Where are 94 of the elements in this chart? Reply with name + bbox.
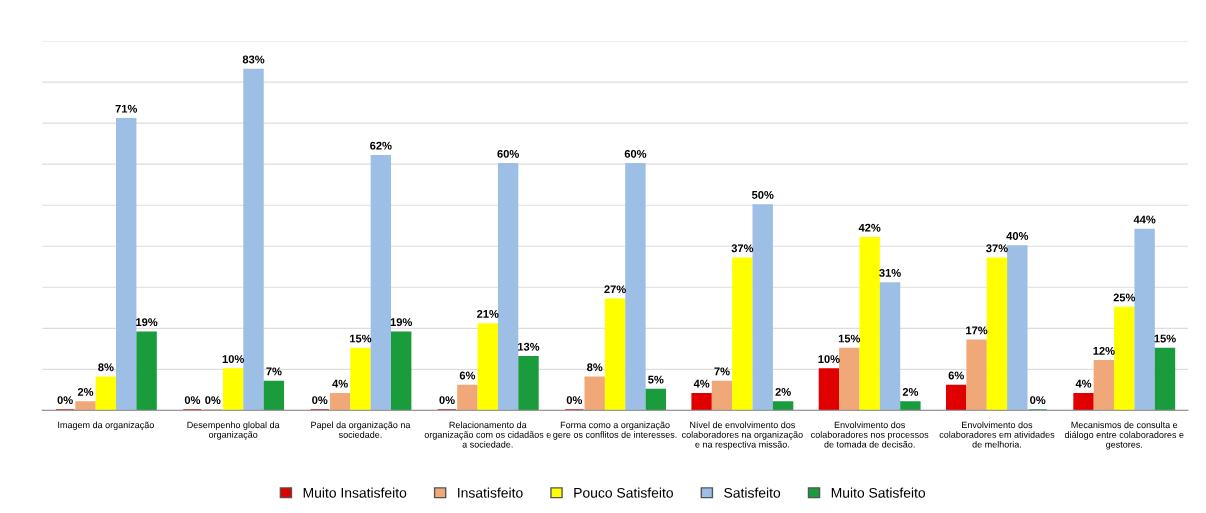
- data-label: 4%: [693, 379, 710, 388]
- data-label: 6%: [948, 371, 964, 380]
- data-label: 13%: [518, 342, 540, 351]
- legend-label: Insatisfeito: [458, 487, 523, 498]
- bar: [966, 339, 987, 411]
- data-label: 10%: [222, 355, 244, 363]
- data-label: 19%: [390, 318, 413, 327]
- bar: [390, 331, 412, 411]
- data-label: 2%: [77, 387, 94, 396]
- bar: [900, 401, 921, 411]
- x-tick-label: Papel da organização na sociedade.: [311, 421, 411, 438]
- data-label: 2%: [902, 387, 919, 396]
- data-label: 0%: [439, 396, 455, 405]
- data-label: 8%: [587, 363, 603, 372]
- data-label: 44%: [1133, 215, 1156, 224]
- data-label: 71%: [115, 104, 138, 113]
- bar: [75, 401, 96, 411]
- bar: [457, 384, 478, 411]
- x-tick-label: Mecanismos de consulta e diálogo entre colaboradores e gestores.: [1064, 421, 1184, 450]
- data-label: 7%: [714, 367, 730, 376]
- data-label: 27%: [604, 285, 626, 294]
- bar: [839, 347, 860, 411]
- bar: [116, 117, 137, 411]
- bar: [584, 376, 605, 411]
- bar: [1093, 360, 1115, 411]
- bar: [497, 163, 519, 411]
- data-label: 19%: [136, 318, 158, 327]
- bar: [752, 204, 773, 411]
- bar: [136, 331, 157, 411]
- data-label: 37%: [731, 244, 754, 253]
- bar: [604, 298, 626, 411]
- data-label: 37%: [986, 244, 1008, 253]
- data-label: 0%: [205, 396, 221, 405]
- bar: [263, 380, 285, 411]
- bar: [95, 376, 117, 411]
- bar: [946, 384, 967, 411]
- data-label: 83%: [242, 55, 265, 64]
- data-label: 8%: [98, 363, 114, 372]
- data-label: 21%: [477, 309, 499, 318]
- data-label: 60%: [624, 149, 647, 158]
- data-label: 40%: [1006, 232, 1029, 240]
- data-label: 0%: [566, 396, 583, 405]
- bar: [818, 368, 840, 411]
- x-tick-label: Imagem da organização: [58, 421, 154, 430]
- x-tick-label: Envolvimento dos colaboradores em atividades de melhoria.: [939, 421, 1055, 448]
- bar: [1073, 392, 1094, 411]
- bar: [691, 392, 712, 411]
- data-label: 42%: [858, 223, 881, 232]
- data-label: 2%: [775, 387, 791, 396]
- bar: [986, 257, 1008, 411]
- bar: [1134, 228, 1155, 411]
- bar: [645, 388, 666, 411]
- bar: [518, 356, 539, 411]
- data-label: 4%: [332, 379, 348, 388]
- data-label: 60%: [497, 149, 519, 158]
- x-tick-label: Desempenho global da organização: [187, 421, 280, 440]
- legend-label: Muito Insatisfeito: [303, 487, 407, 498]
- data-label: 25%: [1113, 293, 1136, 302]
- x-tick-label: Relacionamento da organização com os cidadãos e a sociedade.: [424, 421, 551, 448]
- bar: [329, 392, 351, 411]
- bar: [243, 68, 264, 411]
- bar: [1007, 245, 1028, 411]
- data-label: 0%: [1030, 396, 1046, 405]
- data-label: 62%: [370, 141, 392, 150]
- bar: [859, 236, 880, 411]
- x-tick-label: Envolvimento dos colaboradores nos processos de tomada de decisão.: [811, 421, 929, 448]
- data-label: 0%: [57, 396, 73, 405]
- bar: [350, 347, 371, 411]
- data-label: 0%: [312, 396, 328, 405]
- data-label: 15%: [350, 334, 372, 343]
- legend-label: Satisfeito: [724, 487, 781, 498]
- legend-label: Muito Satisfeito: [831, 487, 926, 498]
- bar: [370, 154, 392, 411]
- data-label: 15%: [1154, 334, 1176, 343]
- data-label: 5%: [648, 375, 664, 384]
- data-label: 6%: [459, 371, 476, 380]
- bar: [732, 257, 753, 411]
- legend-label: Pouco Satisfeito: [574, 487, 673, 498]
- bar: [1114, 306, 1135, 411]
- data-label: 4%: [1075, 379, 1092, 388]
- x-tick-label: Forma como a organização gere os conflitos de interesses.: [553, 421, 677, 440]
- bar: [711, 380, 733, 411]
- bar: [222, 368, 244, 411]
- data-label: 7%: [266, 367, 282, 376]
- bar: [879, 282, 901, 411]
- bar: [1154, 347, 1176, 411]
- data-label: 10%: [818, 355, 840, 363]
- bar: [772, 401, 794, 411]
- x-tick-label: Nível de envolvimento dos colaboradores na organização e na respectiva missão.: [682, 421, 803, 450]
- data-label: 15%: [838, 334, 861, 343]
- data-label: 50%: [751, 190, 774, 199]
- data-label: 0%: [184, 396, 201, 405]
- bar: [625, 163, 646, 411]
- bar: [477, 323, 498, 411]
